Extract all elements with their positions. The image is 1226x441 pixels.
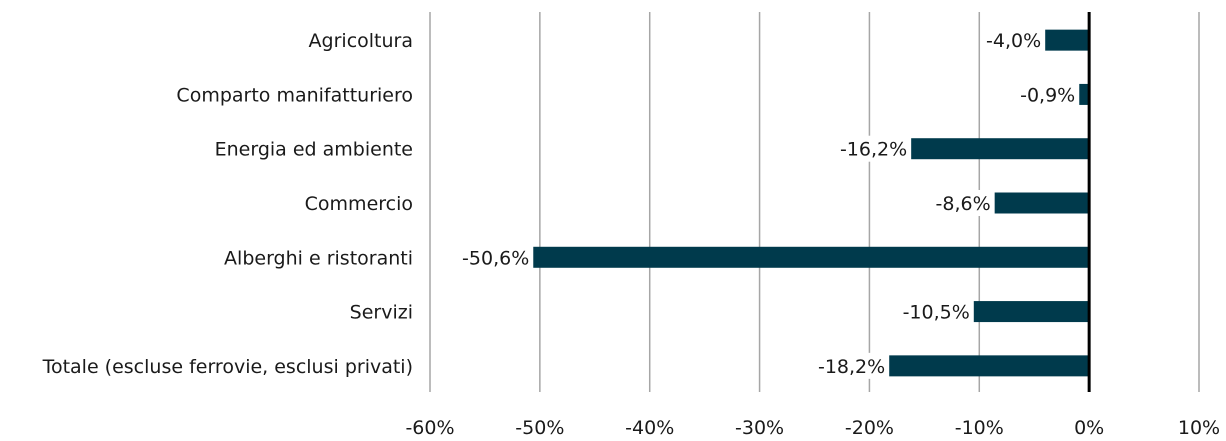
data-label-background — [932, 190, 993, 216]
data-labels: -4,0% -0,9% -16,2% -8,6% -50,6% -10,5% -18,2% — [460, 27, 1078, 379]
data-label-background — [1017, 81, 1078, 108]
category-label: Energia ed ambiente — [215, 139, 413, 161]
data-label: -0,9% — [1020, 84, 1075, 106]
category-label: Commercio — [305, 193, 413, 215]
data-label: -10,5% — [903, 302, 970, 324]
data-label-background — [816, 352, 888, 379]
x-tick-label: -40% — [625, 417, 674, 436]
category-label: Servizi — [350, 302, 413, 324]
x-tick-label: 0% — [1074, 417, 1104, 436]
data-label-background — [460, 244, 532, 271]
bar — [1079, 83, 1090, 105]
data-label: -18,2% — [818, 356, 885, 378]
bars — [533, 29, 1090, 377]
x-tick-label: -60% — [405, 417, 454, 436]
x-tick-label: -30% — [735, 417, 784, 436]
bar — [1045, 29, 1090, 51]
bar — [911, 138, 1090, 160]
category-label: Comparto manifatturiero — [176, 84, 413, 106]
data-label: -4,0% — [986, 30, 1041, 52]
bar — [533, 246, 1090, 268]
category-label: Totale (escluse ferrovie, esclusi privat… — [42, 356, 413, 378]
data-label-background — [837, 135, 910, 162]
data-label: -16,2% — [840, 139, 907, 161]
x-tick-label: -20% — [845, 417, 894, 436]
data-label: -8,6% — [936, 193, 991, 215]
x-tick-label: -50% — [515, 417, 564, 436]
bar — [973, 301, 1090, 323]
category-label: Alberghi e ristoranti — [224, 247, 413, 269]
category-label: Agricoltura — [309, 30, 413, 52]
data-label-background — [983, 27, 1044, 54]
x-tick-label: -10% — [955, 417, 1004, 436]
x-axis-tick-labels: -60% -50% -40% -30% -20% -10% 0% 10% — [405, 417, 1220, 439]
bar — [889, 355, 1090, 377]
x-tick-label: 10% — [1178, 417, 1220, 436]
bar — [994, 192, 1090, 214]
data-label: -50,6% — [462, 247, 529, 269]
category-labels: Agricoltura Comparto manifatturiero Energi… — [42, 30, 413, 378]
data-label-background — [900, 298, 972, 325]
